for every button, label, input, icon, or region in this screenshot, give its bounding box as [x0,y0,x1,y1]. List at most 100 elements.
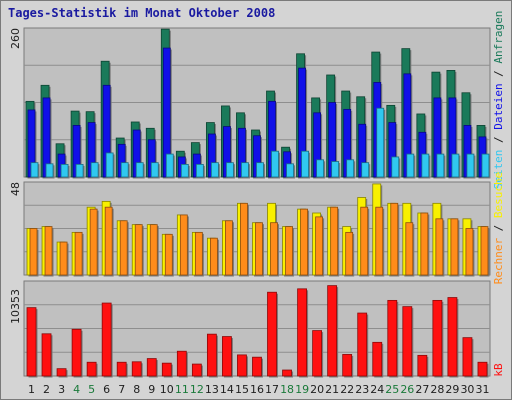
bar-kb-day-5 [86,361,97,377]
bar-kb-day-3 [56,368,67,377]
bar-seiten-day-9 [150,162,159,178]
x-tick-label-day-20: 20 [310,383,324,396]
bar-kb-day-10 [161,362,172,377]
bar-seiten-day-17 [271,150,279,178]
x-tick-label-day-1: 1 [28,383,35,396]
legend-besuche: Besuche [492,172,505,218]
bar-seiten-day-11 [180,163,189,178]
bar-kb-day-11 [176,350,187,377]
x-tick-label-day-14: 14 [220,383,234,396]
bar-rechner-day-4 [74,231,83,276]
bar-seiten-day-5 [90,162,99,178]
bar-seiten-day-29 [451,153,460,178]
bar-rechner-day-6 [104,206,113,276]
bar-seiten-day-28 [436,153,445,178]
bar-rechner-day-18 [285,226,293,276]
legend-anfragen: Anfragen [492,11,505,64]
bar-seiten-day-14 [226,162,234,178]
bar-rechner-day-7 [119,220,128,276]
x-tick-label-day-12: 12 [190,383,204,396]
legend-panel-1: Seiten / Dateien / Anfragen [492,11,505,190]
bar-kb-day-15 [237,354,247,377]
bar-rechner-day-2 [44,226,53,276]
x-tick-label-day-24: 24 [370,383,384,396]
bar-seiten-day-30 [466,153,475,178]
legend-dateien: Dateien [492,83,505,129]
x-tick-label-day-17: 17 [265,383,279,396]
bar-rechner-day-26 [405,222,414,276]
bar-seiten-day-24 [376,107,385,178]
x-tick-label-day-21: 21 [325,383,339,396]
bar-kb-day-18 [282,369,292,377]
x-tick-label-day-30: 30 [460,383,474,396]
bar-seiten-day-27 [421,153,430,178]
x-tick-label-day-28: 28 [430,383,444,396]
bar-kb-day-30 [462,337,473,377]
legend-kb: kB [492,363,505,377]
bar-rechner-day-31 [480,226,489,276]
legend-rechner: Rechner [492,238,505,285]
bar-kb-day-29 [447,297,458,377]
bar-kb-day-26 [402,306,413,377]
bar-kb-day-28 [432,299,443,377]
bar-seiten-day-21 [331,161,340,178]
x-tick-label-day-23: 23 [355,383,369,396]
bar-seiten-day-20 [316,159,325,178]
x-tick-label-day-2: 2 [43,383,50,396]
x-tick-label-day-19: 19 [295,383,309,396]
bar-rechner-day-11 [179,214,188,276]
bar-seiten-day-16 [256,162,264,178]
bar-seiten-day-15 [241,162,249,178]
chart-title: Tages-Statistik im Monat Oktober 2008 [8,6,276,20]
legend-panel-1-separator: / [492,130,505,150]
bar-kb-day-9 [146,358,157,377]
bar-kb-day-4 [71,328,82,377]
bar-rechner-day-3 [59,241,68,276]
bar-rechner-day-20 [315,216,324,276]
y-max-label-besuche: 48 [9,182,22,196]
x-tick-label-day-18: 18 [280,383,294,396]
bar-rechner-day-21 [330,206,339,276]
bar-rechner-day-10 [164,233,173,276]
bar-kb-day-20 [312,330,323,377]
bar-seiten-day-13 [210,162,219,178]
bar-rechner-day-16 [255,222,263,276]
x-tick-label-day-26: 26 [400,383,414,396]
legend-panel-1-separator: / [492,64,505,84]
y-max-label-anfragen: 260 [9,28,22,49]
bar-seiten-day-4 [75,163,84,178]
bar-rechner-day-5 [89,208,98,276]
bar-seiten-day-10 [165,153,174,178]
bar-rechner-day-30 [465,228,474,276]
bar-seiten-day-19 [301,150,309,178]
bar-seiten-day-31 [481,153,490,178]
bar-kb-day-12 [191,363,202,377]
legend-panel-2-separator: / [492,218,505,238]
bar-rechner-day-9 [149,224,158,276]
bar-seiten-day-3 [60,163,69,178]
bar-seiten-day-18 [286,163,294,178]
bar-kb-day-17 [267,291,277,377]
legend-panel-3: kB [492,363,505,377]
x-tick-label-day-4: 4 [73,383,80,396]
x-tick-label-day-6: 6 [103,383,110,396]
bar-seiten-day-26 [406,153,415,178]
bar-kb-day-21 [327,285,338,377]
bar-rechner-day-13 [209,237,218,276]
x-tick-label-day-3: 3 [58,383,65,396]
bar-kb-day-25 [387,299,398,377]
bar-kb-day-7 [116,361,127,377]
bar-kb-day-22 [342,354,353,377]
bar-kb-day-8 [131,361,142,377]
bar-seiten-day-7 [120,162,129,178]
x-tick-label-day-9: 9 [148,383,155,396]
bar-kb-day-24 [372,341,383,377]
bar-rechner-day-17 [270,222,278,276]
bar-kb-day-2 [41,333,52,377]
y-max-label-kb: 10353 [9,289,22,324]
bar-rechner-day-8 [134,224,143,276]
x-tick-label-day-8: 8 [133,383,140,396]
bar-kb-day-27 [417,354,428,377]
bar-seiten-day-8 [135,162,144,178]
